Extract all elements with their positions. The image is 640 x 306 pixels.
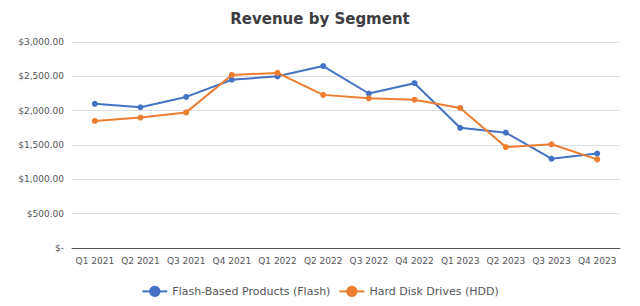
svg-text:$1,000.00: $1,000.00: [18, 174, 64, 184]
svg-text:$2,000.00: $2,000.00: [18, 106, 64, 116]
svg-text:$2,500.00: $2,500.00: [18, 71, 64, 81]
svg-text:Q2 2021: Q2 2021: [121, 256, 160, 266]
svg-text:Q4 2023: Q4 2023: [578, 256, 617, 266]
svg-text:Q3 2021: Q3 2021: [167, 256, 206, 266]
svg-text:$1,500.00: $1,500.00: [18, 140, 64, 150]
svg-text:Q3 2022: Q3 2022: [350, 256, 389, 266]
svg-text:$3,000.00: $3,000.00: [18, 37, 64, 47]
svg-text:$-: $-: [55, 243, 64, 253]
svg-text:$500.00: $500.00: [27, 209, 64, 219]
svg-text:Revenue by Segment: Revenue by Segment: [230, 10, 410, 28]
svg-text:Q1 2021: Q1 2021: [76, 256, 115, 266]
svg-text:Q2 2023: Q2 2023: [487, 256, 526, 266]
svg-text:Q2 2022: Q2 2022: [304, 256, 343, 266]
svg-text:Hard Disk Drives (HDD): Hard Disk Drives (HDD): [369, 285, 498, 298]
svg-text:Q4 2022: Q4 2022: [395, 256, 434, 266]
svg-text:Q1 2022: Q1 2022: [258, 256, 297, 266]
svg-text:Q4 2021: Q4 2021: [213, 256, 252, 266]
svg-text:Flash-Based Products (Flash): Flash-Based Products (Flash): [172, 285, 330, 298]
svg-text:Q1 2023: Q1 2023: [441, 256, 480, 266]
svg-text:Q3 2023: Q3 2023: [532, 256, 571, 266]
